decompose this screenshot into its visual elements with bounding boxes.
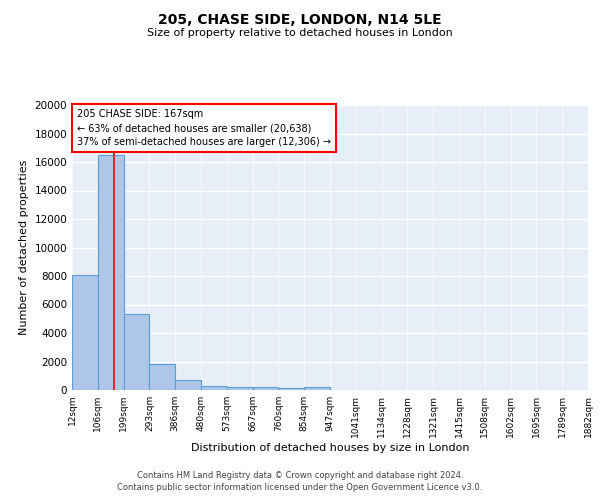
Text: Contains HM Land Registry data © Crown copyright and database right 2024.: Contains HM Land Registry data © Crown c…: [137, 471, 463, 480]
Text: Size of property relative to detached houses in London: Size of property relative to detached ho…: [147, 28, 453, 38]
Bar: [227, 387, 253, 390]
Bar: [278, 388, 304, 390]
Bar: [175, 380, 201, 390]
X-axis label: Distribution of detached houses by size in London: Distribution of detached houses by size …: [191, 442, 469, 452]
Text: 205, CHASE SIDE, LONDON, N14 5LE: 205, CHASE SIDE, LONDON, N14 5LE: [158, 12, 442, 26]
Bar: [149, 364, 175, 390]
Text: Contains public sector information licensed under the Open Government Licence v3: Contains public sector information licen…: [118, 484, 482, 492]
Bar: [304, 387, 330, 390]
Bar: [72, 274, 98, 390]
Bar: [253, 387, 278, 390]
Bar: [98, 155, 124, 390]
Bar: [201, 386, 227, 390]
Bar: [124, 314, 149, 390]
Text: 205 CHASE SIDE: 167sqm
← 63% of detached houses are smaller (20,638)
37% of semi: 205 CHASE SIDE: 167sqm ← 63% of detached…: [77, 110, 331, 148]
Y-axis label: Number of detached properties: Number of detached properties: [19, 160, 29, 335]
